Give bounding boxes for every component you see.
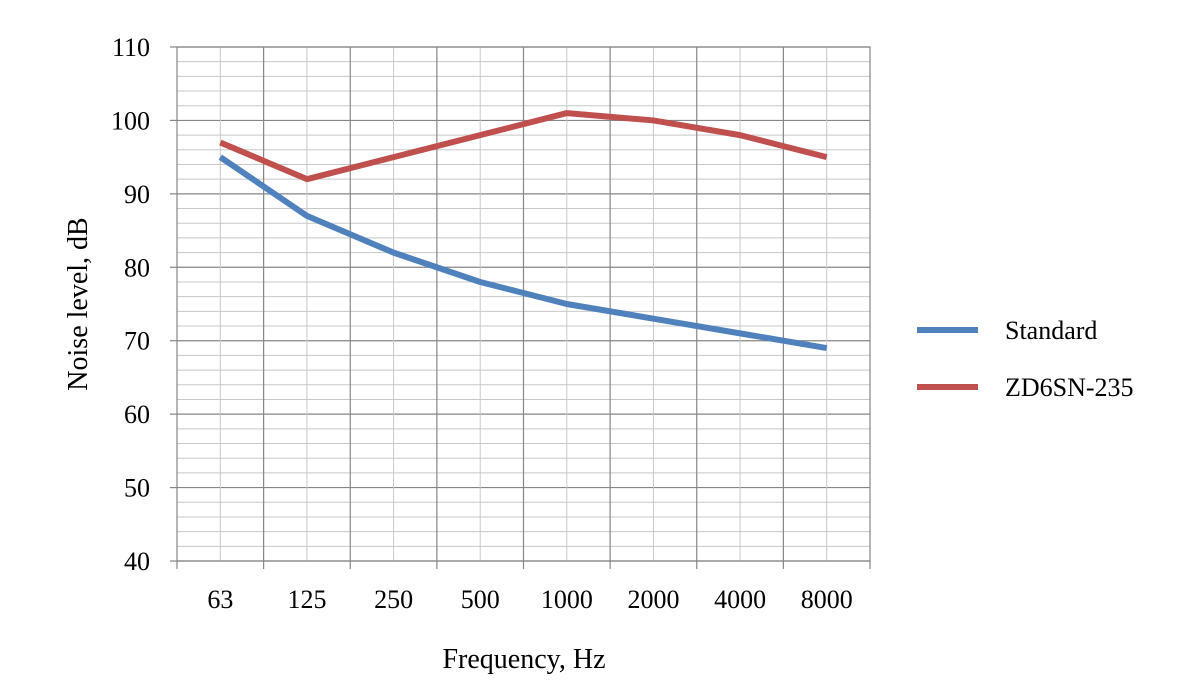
y-tick-label: 100 bbox=[111, 106, 150, 135]
x-axis-title: Frequency, Hz bbox=[442, 644, 605, 675]
series-line-zd6sn-235 bbox=[219, 110, 828, 183]
y-axis-ticks: 40 50 60 70 80 90 100 110 bbox=[111, 33, 177, 576]
x-tick-label: 250 bbox=[374, 585, 413, 614]
x-tick-label: 63 bbox=[207, 585, 233, 614]
series-line-standard bbox=[218, 154, 828, 352]
y-tick-label: 70 bbox=[124, 327, 150, 356]
legend-label: ZD6SN-235 bbox=[1005, 373, 1134, 402]
legend: Standard ZD6SN-235 bbox=[917, 316, 1134, 402]
vertical-gridlines bbox=[219, 47, 828, 561]
x-tick-label: 8000 bbox=[801, 585, 853, 614]
x-axis-ticks: 63 125 250 500 1000 2000 4000 8000 bbox=[176, 561, 871, 614]
series-lines bbox=[218, 110, 828, 352]
y-tick-label: 90 bbox=[124, 180, 150, 209]
x-tick-label: 125 bbox=[287, 585, 326, 614]
x-tick-label: 500 bbox=[461, 585, 500, 614]
y-tick-label: 60 bbox=[124, 400, 150, 429]
y-tick-label: 50 bbox=[124, 474, 150, 503]
y-axis-title: Noise level, dB bbox=[63, 217, 94, 390]
x-tick-label: 1000 bbox=[541, 585, 593, 614]
y-tick-label: 80 bbox=[124, 253, 150, 282]
y-tick-label: 40 bbox=[124, 547, 150, 576]
x-tick-label: 4000 bbox=[714, 585, 766, 614]
x-tick-label: 2000 bbox=[627, 585, 679, 614]
legend-label: Standard bbox=[1005, 316, 1097, 345]
y-tick-label: 110 bbox=[112, 33, 150, 62]
